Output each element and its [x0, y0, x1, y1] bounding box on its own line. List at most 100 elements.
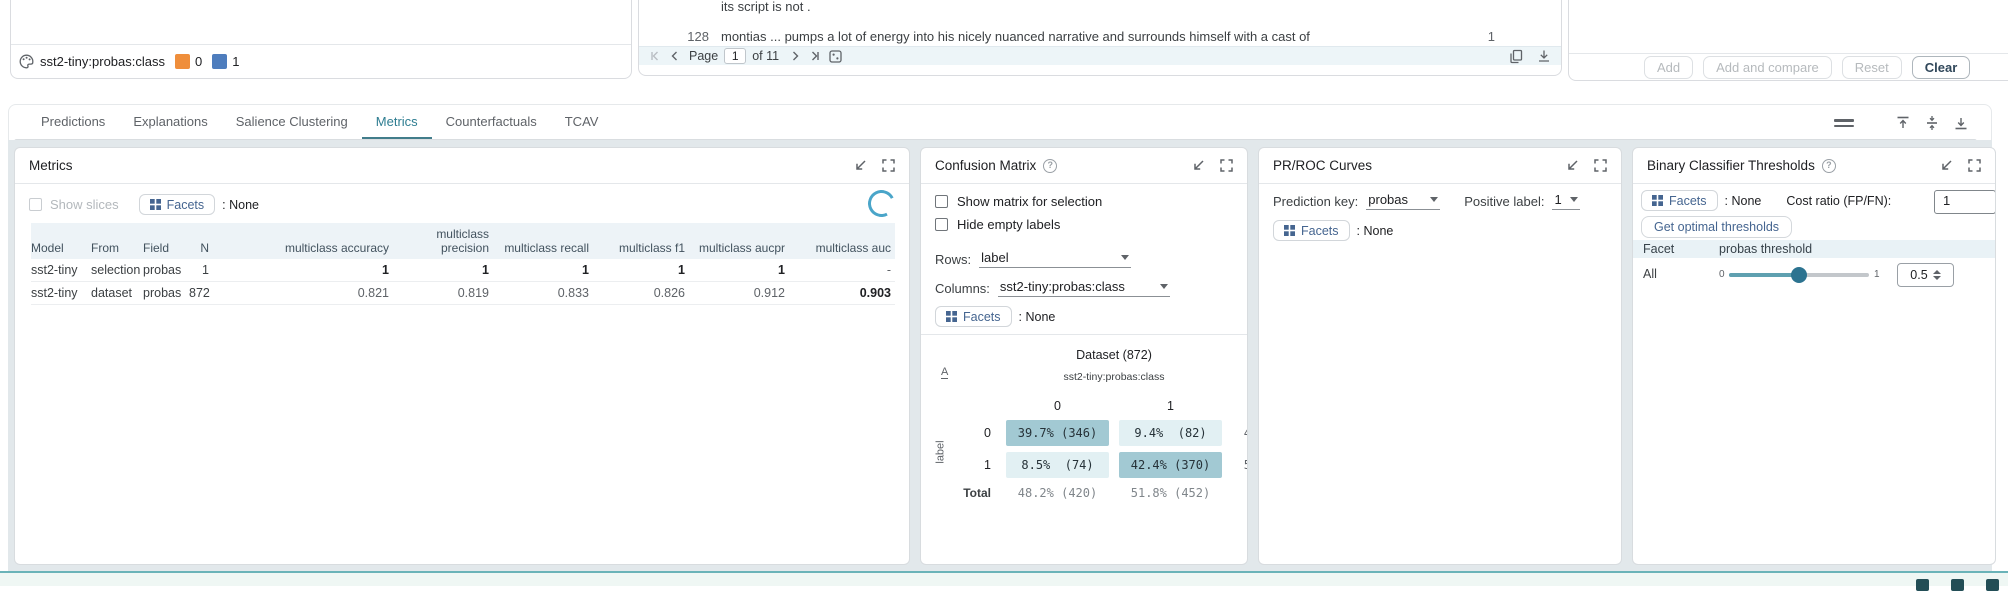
facets-button[interactable]: Facets: [1641, 190, 1718, 211]
tab-metrics[interactable]: Metrics: [361, 105, 432, 140]
prediction-key-select[interactable]: probas: [1366, 192, 1441, 210]
copy-icon[interactable]: [1509, 49, 1523, 64]
help-icon[interactable]: ?: [1043, 158, 1058, 173]
add-button[interactable]: Add: [1644, 56, 1694, 79]
vertical-align-bottom-icon[interactable]: [1953, 115, 1969, 131]
cost-ratio-input[interactable]: 1: [1934, 190, 1995, 214]
vertical-align-top-icon[interactable]: [1895, 115, 1911, 131]
pr-roc-title: PR/ROC Curves: [1273, 158, 1373, 173]
row-index: 128: [687, 29, 709, 44]
show-matrix-for-selection-checkbox[interactable]: [935, 195, 948, 208]
confusion-matrix-module: Confusion Matrix ? Show matrix for selec…: [920, 147, 1248, 565]
columns-select[interactable]: sst2-tiny:probas:class: [997, 279, 1170, 297]
col-f1[interactable]: multiclass f1: [593, 223, 689, 259]
col-accuracy[interactable]: multiclass accuracy: [213, 223, 393, 259]
facets-button[interactable]: Facets: [1273, 220, 1350, 241]
chevron-down-icon: [1430, 197, 1439, 202]
facets-button[interactable]: Facets: [138, 194, 216, 215]
metrics-title: Metrics: [29, 158, 73, 173]
metrics-row-selection[interactable]: sst2-tiny selection probas 1 1 1 1 1 1 -: [31, 259, 895, 282]
show-slices-label: Show slices: [50, 197, 119, 212]
threshold-value-input[interactable]: 0.5: [1897, 263, 1954, 287]
columns-select-value: sst2-tiny:probas:class: [999, 279, 1125, 294]
matrix-dataset-label: Dataset (872): [1076, 348, 1152, 362]
maximize-icon[interactable]: [1968, 159, 1981, 172]
class-0-label: 0: [195, 54, 203, 69]
thresholds-table-header: Facet probas threshold: [1633, 240, 1995, 258]
minimize-icon[interactable]: [1939, 159, 1953, 173]
next-page-icon[interactable]: [789, 50, 801, 62]
maximize-icon[interactable]: [1220, 159, 1233, 172]
thresholds-title: Binary Classifier Thresholds: [1647, 158, 1815, 173]
col-model[interactable]: Model: [31, 223, 91, 259]
hide-empty-labels-checkbox[interactable]: [935, 218, 948, 231]
datapoint-editor-buttons: Add Add and compare Reset Clear: [1569, 53, 2008, 81]
cell: 872: [189, 281, 213, 305]
facets-value: : None: [1018, 309, 1056, 324]
matrix-col-total-0: 48.2% (420): [1017, 486, 1098, 500]
class-0-swatch: [175, 54, 190, 69]
cell: 0.912: [689, 281, 789, 305]
matrix-cell-1-0[interactable]: 8.5% (74): [1006, 452, 1109, 478]
minimize-icon[interactable]: [1565, 159, 1579, 173]
reset-button[interactable]: Reset: [1841, 56, 1902, 79]
slider-thumb[interactable]: [1791, 267, 1807, 283]
rows-select[interactable]: label: [979, 250, 1132, 268]
prev-page-icon[interactable]: [669, 50, 681, 62]
matrix-row-header-0: 0: [984, 426, 991, 440]
col-field[interactable]: Field: [143, 223, 189, 259]
matrix-cell-0-1[interactable]: 9.4% (82): [1119, 420, 1222, 446]
footer-icon-2[interactable]: [1951, 579, 1964, 591]
matrix-row-total-0: 49.1% (428): [1232, 420, 1247, 446]
cell: 0.833: [493, 281, 593, 305]
cell: 1: [189, 259, 213, 282]
download-icon[interactable]: [1537, 49, 1551, 63]
minimize-icon[interactable]: [853, 159, 867, 173]
get-optimal-thresholds-button[interactable]: Get optimal thresholds: [1641, 216, 1793, 238]
col-auc[interactable]: multiclass auc: [789, 223, 895, 259]
spinner-arrows-icon[interactable]: [1932, 270, 1941, 280]
last-page-icon[interactable]: [809, 50, 821, 62]
loading-spinner: [864, 186, 899, 221]
facets-button[interactable]: Facets: [935, 306, 1012, 327]
positive-label-value: 1: [1554, 192, 1562, 207]
col-aucpr[interactable]: multiclass aucpr: [689, 223, 789, 259]
random-page-dice-icon[interactable]: [829, 49, 842, 63]
minimize-icon[interactable]: [1191, 159, 1205, 173]
data-table-rows: 127 moody , heartbreaking , and filmed i…: [639, 0, 1561, 47]
cell: 0.819: [393, 281, 493, 305]
col-from[interactable]: From: [91, 223, 143, 259]
tab-salience-clustering[interactable]: Salience Clustering: [235, 114, 348, 129]
row-sentence: montias ... pumps a lot of energy into h…: [721, 29, 1310, 44]
col-n[interactable]: N: [189, 223, 213, 259]
add-and-compare-button[interactable]: Add and compare: [1703, 56, 1832, 79]
page-input[interactable]: 1: [724, 48, 747, 64]
tab-explanations[interactable]: Explanations: [133, 114, 208, 129]
col-precision[interactable]: multiclass precision: [393, 223, 493, 259]
vertical-align-center-icon[interactable]: [1924, 115, 1940, 131]
show-matrix-for-selection-label: Show matrix for selection: [957, 194, 1103, 209]
maximize-icon[interactable]: [1594, 159, 1607, 172]
threshold-slider[interactable]: [1729, 267, 1869, 283]
metrics-row-dataset[interactable]: sst2-tiny dataset probas 872 0.821 0.819…: [31, 281, 895, 305]
col-recall[interactable]: multiclass recall: [493, 223, 593, 259]
first-page-icon[interactable]: [649, 50, 661, 62]
matrix-cell-1-1[interactable]: 42.4% (370): [1119, 452, 1222, 478]
help-icon[interactable]: ?: [1821, 158, 1836, 173]
tab-counterfactuals[interactable]: Counterfactuals: [445, 114, 537, 129]
embeddings-module-panel: sst2-tiny:probas:class 0 1 Select 10 nea…: [10, 0, 632, 146]
tab-tcav[interactable]: TCAV: [564, 114, 599, 129]
module-tab-strip: Predictions Explanations Salience Cluste…: [8, 104, 1992, 144]
footer-icon-3[interactable]: [1986, 579, 1999, 591]
matrix-row-header-1: 1: [984, 458, 991, 472]
maximize-icon[interactable]: [882, 159, 895, 172]
matrix-total-label: Total: [963, 486, 991, 500]
sort-icon[interactable]: A: [941, 366, 949, 379]
footer-icon-1[interactable]: [1916, 579, 1929, 591]
tab-predictions[interactable]: Predictions: [41, 114, 106, 129]
drag-handle-icon[interactable]: [1834, 116, 1854, 130]
show-slices-checkbox[interactable]: [29, 198, 42, 211]
positive-label-select[interactable]: 1: [1552, 192, 1581, 210]
clear-button[interactable]: Clear: [1911, 56, 1971, 79]
matrix-cell-0-0[interactable]: 39.7% (346): [1006, 420, 1109, 446]
